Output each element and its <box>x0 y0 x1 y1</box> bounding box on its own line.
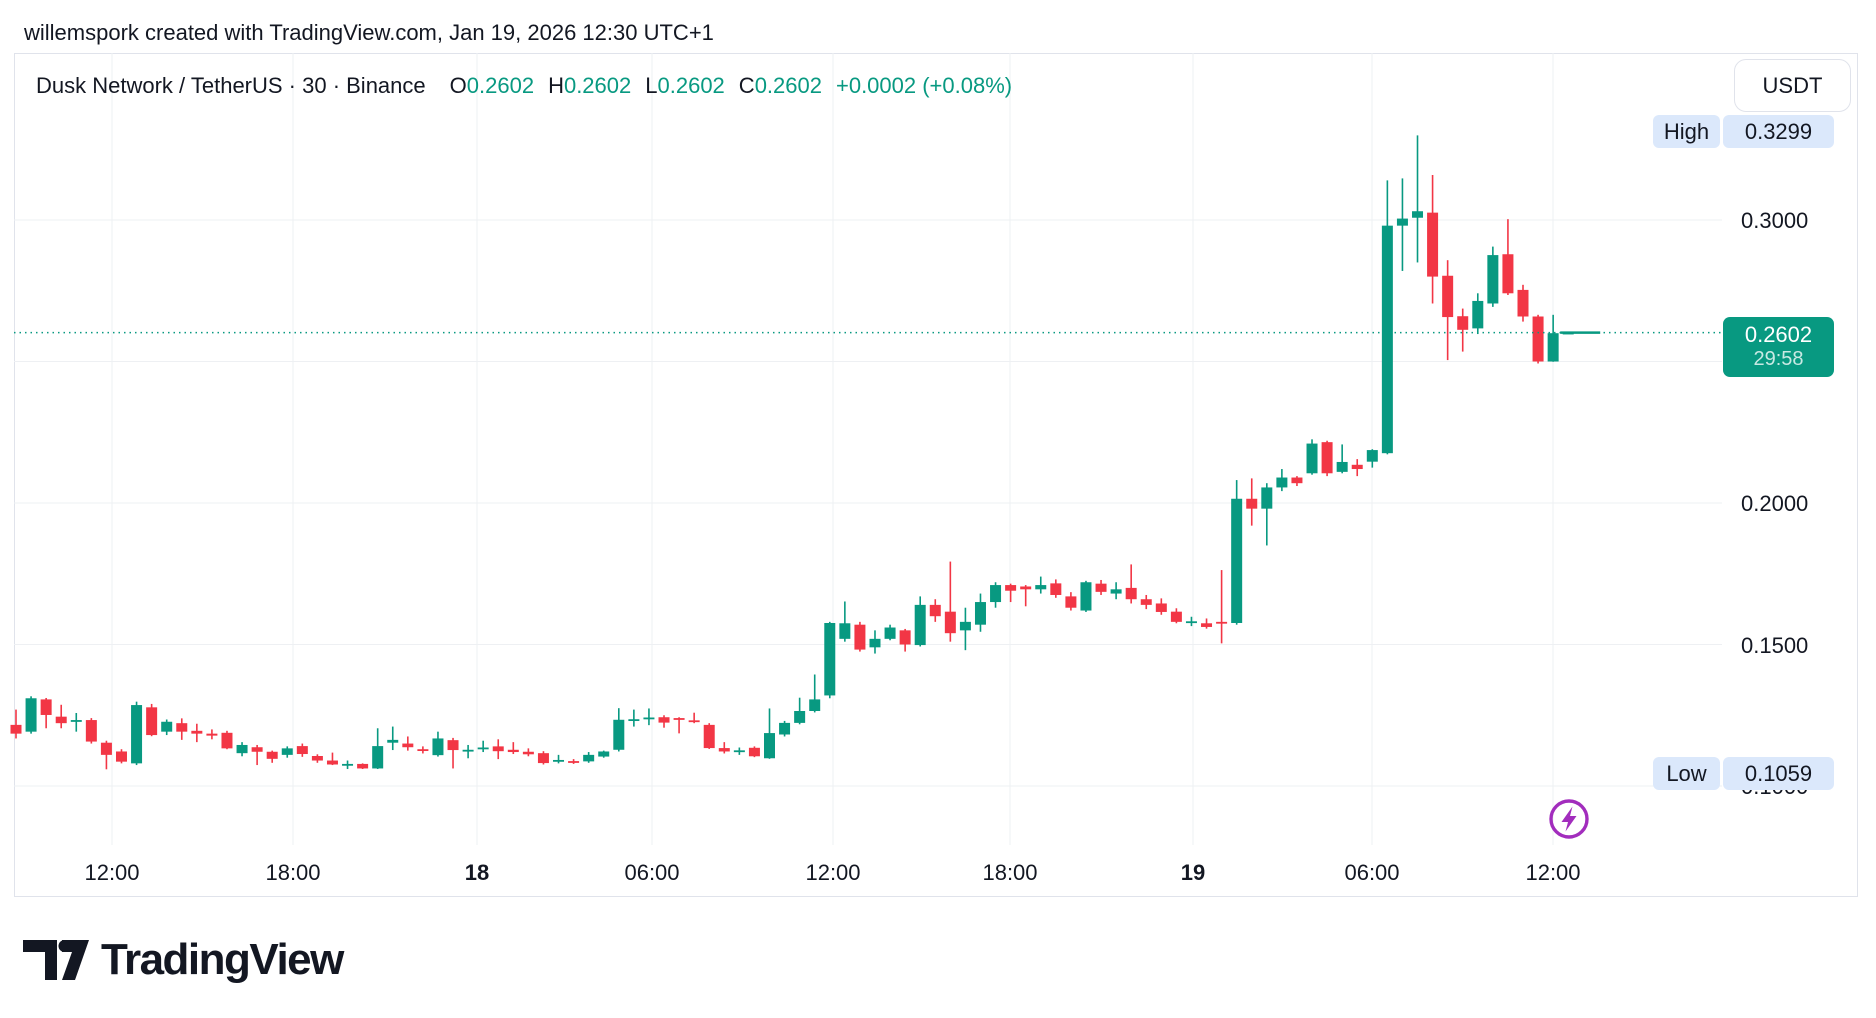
tradingview-logo: TradingView <box>23 935 344 984</box>
bar-countdown: 29:58 <box>1753 348 1804 371</box>
symbol-header: Dusk Network / TetherUS · 30 · Binance O… <box>36 73 1012 99</box>
time-axis-label: 06:00 <box>1344 860 1400 885</box>
currency-button[interactable]: USDT <box>1734 59 1851 112</box>
chart-plot-area[interactable] <box>14 100 1714 845</box>
ohlc-low: L0.2602 <box>645 73 725 98</box>
time-axis-label: 06:00 <box>624 860 680 885</box>
lightning-button[interactable] <box>1548 798 1590 840</box>
low-label: Low <box>1653 757 1720 790</box>
high-badge: High 0.3299 <box>1653 115 1834 148</box>
last-price-value: 0.2602 <box>1744 322 1813 348</box>
symbol-title: Dusk Network / TetherUS · 30 · Binance <box>36 73 426 98</box>
ohlc-high: H0.2602 <box>548 73 632 98</box>
time-axis-label: 18:00 <box>265 860 321 885</box>
ohlc-open: O0.2602 <box>449 73 535 98</box>
time-axis-label: 19 <box>1180 860 1206 885</box>
time-axis-label: 12:00 <box>84 860 140 885</box>
low-badge: Low 0.1059 <box>1653 757 1834 790</box>
time-axis-label: 12:00 <box>1525 860 1581 885</box>
price-axis-label: 0.1500 <box>1741 632 1809 658</box>
time-axis-label: 18 <box>464 860 490 885</box>
ohlc-close: C0.2602 <box>738 73 822 98</box>
high-value: 0.3299 <box>1723 115 1834 148</box>
time-axis-label: 18:00 <box>982 860 1038 885</box>
low-value: 0.1059 <box>1723 757 1834 790</box>
price-change: +0.0002 (+0.08%) <box>835 73 1013 98</box>
price-axis-label: 0.3000 <box>1741 208 1809 233</box>
time-axis-label: 12:00 <box>805 860 861 885</box>
last-price-badge: 0.2602 29:58 <box>1723 317 1834 377</box>
tradingview-logo-icon <box>23 940 89 980</box>
high-label: High <box>1653 115 1720 148</box>
price-axis-label: 0.2000 <box>1741 491 1809 516</box>
tradingview-logo-text: TradingView <box>101 935 344 984</box>
attribution-text: willemspork created with TradingView.com… <box>24 20 714 45</box>
lightning-icon <box>1549 799 1589 839</box>
